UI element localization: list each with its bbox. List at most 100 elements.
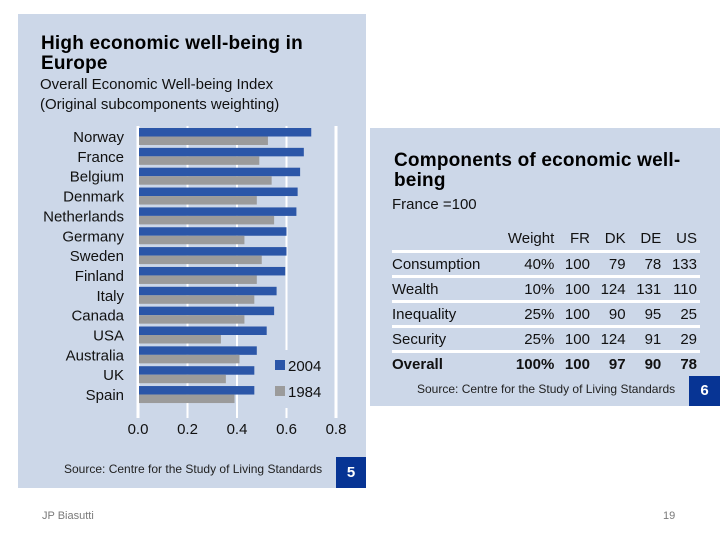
category-label: Italy	[96, 288, 124, 305]
table-row-overall: Overall 100% 100 97 90 78	[392, 350, 700, 375]
table-title: Components of economic well-being	[394, 150, 681, 191]
components-table: Weight FR DK DE US Consumption 40% 100 7…	[392, 226, 700, 375]
cell-de: 91	[628, 325, 665, 352]
category-label: Netherlands	[43, 208, 124, 225]
legend-swatch-1984	[275, 386, 285, 396]
category-label: USA	[93, 328, 124, 345]
cell-dk: 124	[592, 275, 629, 302]
column-header-component	[392, 226, 497, 252]
bar-chart: Norway France Belgium Denmark Netherlands Ger…	[43, 126, 347, 438]
bar-1984-sweden	[139, 255, 262, 265]
bar-1984-uk	[139, 374, 226, 384]
column-header-dk: DK	[604, 229, 626, 247]
bar-1984-germany	[139, 235, 245, 245]
row-label: Overall	[392, 350, 498, 375]
x-tick-label: 0.8	[326, 421, 347, 438]
bar-1984-australia	[139, 354, 240, 364]
bar-1984-netherlands	[139, 215, 275, 225]
cell-weight: 100%	[497, 350, 558, 375]
cell-us: 110	[664, 275, 700, 302]
cell-fr: 100	[557, 325, 593, 352]
row-label: Security	[392, 325, 498, 352]
legend: 2004 1984	[270, 350, 332, 408]
category-label: Belgium	[70, 169, 124, 186]
column-header-de: DE	[640, 229, 662, 247]
cell-us: 133	[664, 250, 700, 277]
bar-2004-usa	[139, 326, 267, 335]
category-label: Spain	[86, 387, 124, 404]
source-note: Source: Centre for the Study of Living S…	[417, 382, 676, 396]
cell-us: 29	[664, 325, 700, 352]
bar-1984-usa	[139, 335, 221, 344]
bar-1984-italy	[139, 295, 255, 304]
table-row: Inequality 25% 100 90 95 25	[392, 300, 700, 327]
bar-2004-australia	[139, 346, 257, 355]
bar-2004-denmark	[139, 187, 298, 197]
x-tick-label: 0.4	[227, 421, 248, 438]
bar-1984-denmark	[139, 196, 257, 205]
category-labels: Norway France Belgium Denmark Netherlands Ger…	[43, 129, 125, 404]
category-label: Germany	[62, 228, 124, 245]
slide-number-badge: 5	[336, 457, 366, 488]
row-label: Wealth	[392, 275, 498, 302]
bar-1984-spain	[139, 394, 235, 404]
chart-title: High economic well-being in Europe	[41, 33, 303, 74]
cell-weight: 25%	[497, 325, 558, 352]
category-label: Canada	[71, 308, 124, 325]
bar-2004-finland	[139, 266, 286, 276]
bar-2004-spain	[139, 386, 255, 395]
cell-weight: 25%	[497, 300, 558, 327]
column-header-us: US	[676, 229, 697, 247]
category-label: Norway	[73, 129, 124, 146]
bar-2004-uk	[139, 366, 255, 375]
components-table-panel: Components of economic well-being France…	[370, 128, 720, 406]
x-tick-label: 0.6	[276, 421, 297, 438]
cell-us: 78	[664, 350, 700, 375]
legend-label-1984: 1984	[288, 384, 321, 401]
bar-2004-norway	[139, 128, 312, 137]
cell-fr: 100	[557, 350, 593, 375]
cell-weight: 10%	[497, 275, 558, 302]
chart-subtitle-note: (Original subcomponents weighting)	[40, 96, 280, 113]
cell-us: 25	[664, 300, 700, 327]
x-axis-ticks: 0.0 0.2 0.4 0.6 0.8	[128, 421, 347, 438]
category-label: Australia	[66, 347, 125, 364]
legend-label-2004: 2004	[288, 358, 321, 375]
category-label: France	[77, 149, 124, 166]
slide-number-badge: 6	[689, 376, 720, 406]
row-label: Inequality	[392, 300, 498, 327]
cell-dk: 97	[592, 350, 629, 375]
bar-2004-france	[139, 147, 304, 157]
footer-page-number: 19	[663, 510, 676, 522]
bar-2004-sweden	[139, 247, 287, 256]
legend-swatch-2004	[275, 360, 285, 370]
cell-dk: 90	[592, 300, 629, 327]
bar-2004-germany	[139, 227, 287, 236]
column-header-weight: Weight	[507, 229, 555, 247]
bar-2004-netherlands	[139, 207, 297, 216]
footer-author: JP Biasutti	[42, 510, 94, 522]
bar-2004-italy	[139, 286, 277, 296]
source-note: Source: Centre for the Study of Living S…	[64, 462, 323, 476]
category-label: UK	[103, 367, 124, 384]
chart-subtitle: Overall Economic Well-being Index	[40, 76, 274, 93]
x-tick-label: 0.2	[177, 421, 198, 438]
bar-1984-finland	[139, 275, 257, 284]
cell-de: 131	[628, 275, 665, 302]
bar-1984-norway	[139, 136, 268, 145]
bar-2004-canada	[139, 306, 275, 316]
category-label: Denmark	[63, 189, 124, 206]
cell-de: 90	[628, 350, 665, 375]
legend-background	[270, 350, 332, 408]
table-row: Consumption 40% 100 79 78 133	[392, 250, 700, 277]
cell-dk: 124	[592, 325, 629, 352]
cell-fr: 100	[557, 250, 593, 277]
category-label: Sweden	[70, 248, 124, 265]
category-label: Finland	[75, 268, 124, 285]
column-header-fr: FR	[569, 229, 590, 247]
cell-fr: 100	[557, 300, 593, 327]
bar-1984-france	[139, 156, 260, 165]
overall-index-chart-panel: High economic well-being in Europe Overa…	[18, 14, 366, 488]
cell-weight: 40%	[497, 250, 558, 277]
cell-fr: 100	[557, 275, 593, 302]
